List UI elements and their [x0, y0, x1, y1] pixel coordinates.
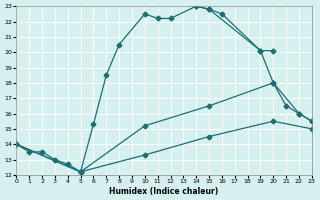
X-axis label: Humidex (Indice chaleur): Humidex (Indice chaleur): [109, 187, 219, 196]
